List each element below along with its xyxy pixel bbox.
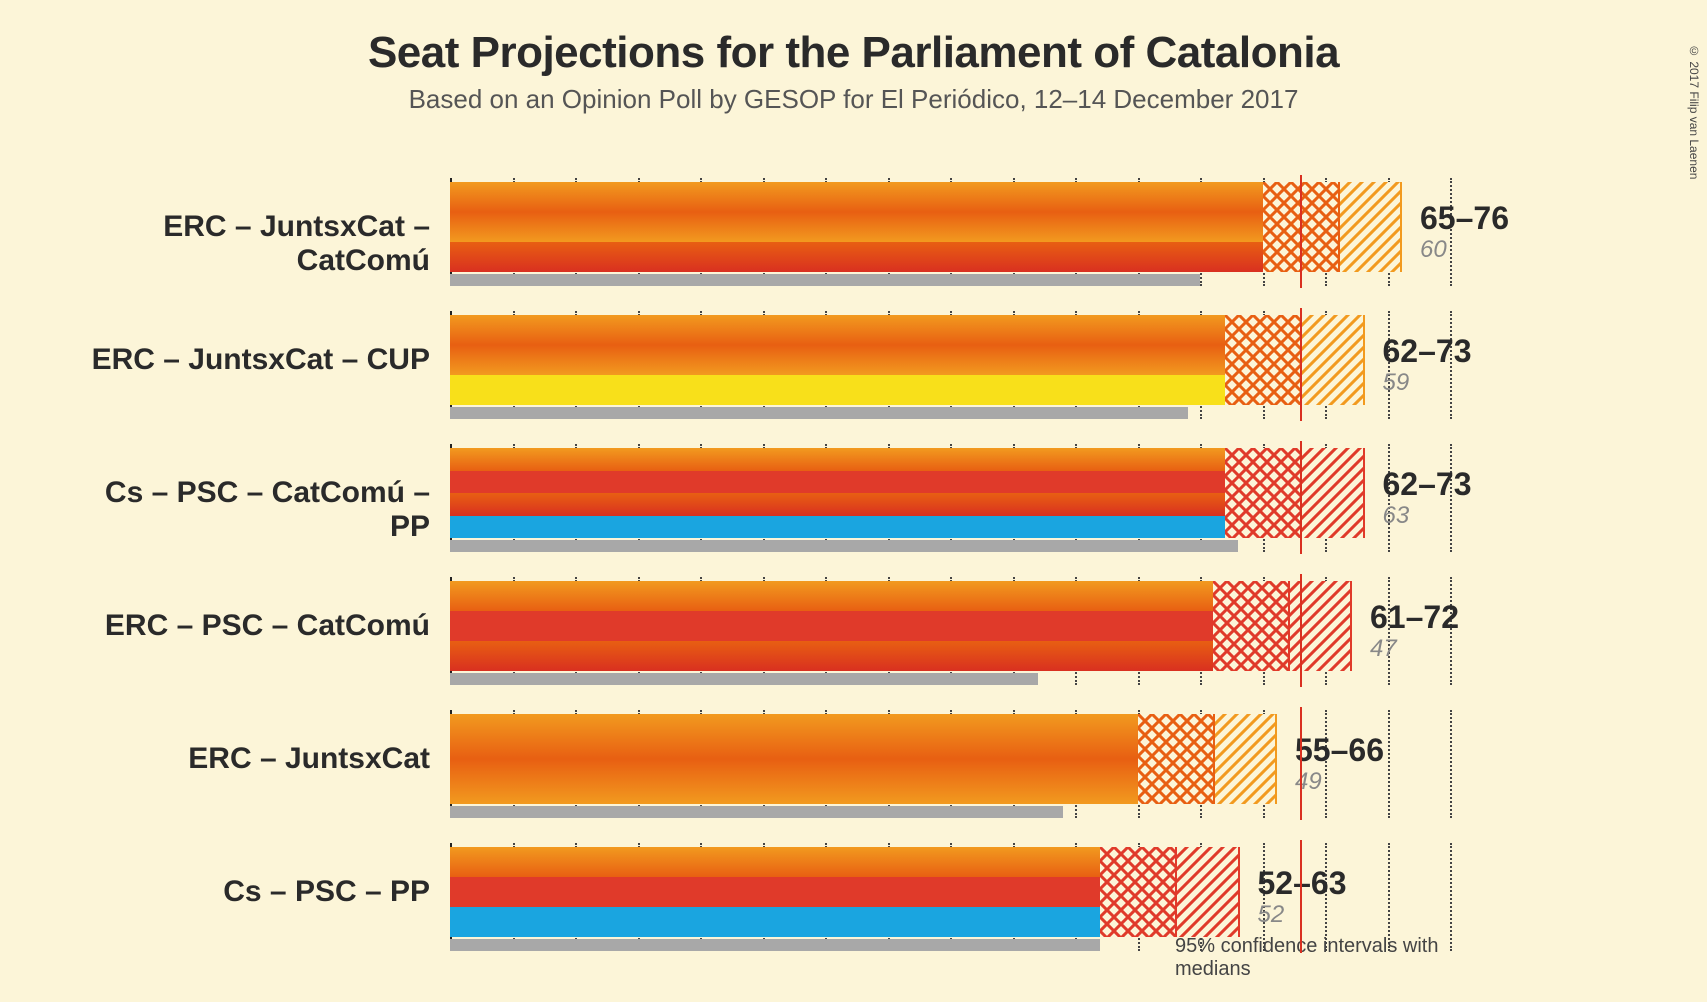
median-marker [1213,714,1215,804]
chart-subtitle: Based on an Opinion Poll by GESOP for El… [0,84,1707,115]
previous-result-bar [450,939,1100,951]
majority-line [1300,441,1302,554]
coalition-row: Cs – PSC – CatComú – PP 62–7363 [60,444,1650,574]
high-marker [1275,714,1277,804]
plot-area [450,710,1450,840]
previous-label: 52 [1258,901,1285,929]
bar-segment [450,611,1213,641]
coalition-label: ERC – PSC – CatComú [60,609,430,643]
range-label: 65–76 [1420,200,1509,237]
bar-segment [450,907,1100,937]
high-marker [1400,182,1402,272]
bar-segment [450,641,1213,671]
confidence-upper-hatch [1338,182,1401,272]
previous-result-bar [450,673,1038,685]
median-marker [1338,182,1340,272]
coalition-label: Cs – PSC – PP [60,875,430,909]
previous-label: 59 [1383,369,1410,397]
plot-area [450,444,1450,574]
coalition-row: ERC – JuntsxCat – CatComú 65–7660 [60,178,1650,308]
previous-label: 49 [1295,768,1322,796]
footnote: 95% confidence intervals with medians [1175,935,1440,978]
majority-line [1300,707,1302,820]
coalition-label: ERC – JuntsxCat – CUP [60,343,430,377]
range-label: 55–66 [1295,732,1384,769]
confidence-upper-hatch [1213,714,1276,804]
confidence-upper-hatch [1300,448,1363,538]
bar-segment [450,375,1225,405]
median-marker [1175,847,1177,937]
gridline [1450,843,1452,951]
previous-result-bar [450,540,1238,552]
bar-segment [450,516,1225,539]
coalition-label: ERC – JuntsxCat – CatComú [60,210,430,278]
bar-segment [450,448,1225,471]
confidence-upper-hatch [1300,315,1363,405]
bar-segment [450,242,1263,272]
high-marker [1363,315,1365,405]
bar-segment [450,581,1213,611]
confidence-lower-hatch [1225,315,1300,405]
gridline [1450,710,1452,818]
majority-line [1300,175,1302,288]
previous-result-bar [450,274,1200,286]
coalition-row: ERC – PSC – CatComú 61–7247 [60,577,1650,707]
bar-segment [450,345,1225,375]
plot-area [450,311,1450,441]
confidence-lower-hatch [1213,581,1288,671]
confidence-lower-hatch [1225,448,1300,538]
coalition-label: Cs – PSC – CatComú – PP [60,476,430,544]
chart-area: ERC – JuntsxCat – CatComú65–7660ERC – Ju… [60,178,1650,978]
previous-result-bar [450,806,1063,818]
plot-area [450,178,1450,308]
previous-label: 60 [1420,236,1447,264]
previous-label: 63 [1383,502,1410,530]
majority-line [1300,574,1302,687]
confidence-upper-hatch [1288,581,1351,671]
bar-segment [450,493,1225,516]
range-label: 62–73 [1383,333,1472,370]
plot-area [450,577,1450,707]
coalition-row: ERC – JuntsxCat – CUP 62–7359 [60,311,1650,441]
bar-segment [450,877,1100,907]
high-marker [1238,847,1240,937]
confidence-lower-hatch [1138,714,1213,804]
bar-segment [450,471,1225,494]
coalition-row: ERC – JuntsxCat 55–6649 [60,710,1650,840]
chart-title: Seat Projections for the Parliament of C… [0,28,1707,78]
high-marker [1350,581,1352,671]
previous-label: 47 [1370,635,1397,663]
bar-segment [450,212,1263,242]
majority-line [1300,308,1302,421]
high-marker [1363,448,1365,538]
copyright-text: © 2017 Filip van Laenen [1687,44,1701,179]
coalition-label: ERC – JuntsxCat [60,742,430,776]
range-label: 62–73 [1383,466,1472,503]
gridline [1388,710,1390,818]
bar-segment [450,714,1138,759]
bar-segment [450,315,1225,345]
previous-result-bar [450,407,1188,419]
median-marker [1288,581,1290,671]
bar-segment [450,759,1138,804]
range-label: 61–72 [1370,599,1459,636]
majority-line [1300,840,1302,953]
bar-segment [450,847,1100,877]
confidence-upper-hatch [1175,847,1238,937]
bar-segment [450,182,1263,212]
confidence-lower-hatch [1100,847,1175,937]
